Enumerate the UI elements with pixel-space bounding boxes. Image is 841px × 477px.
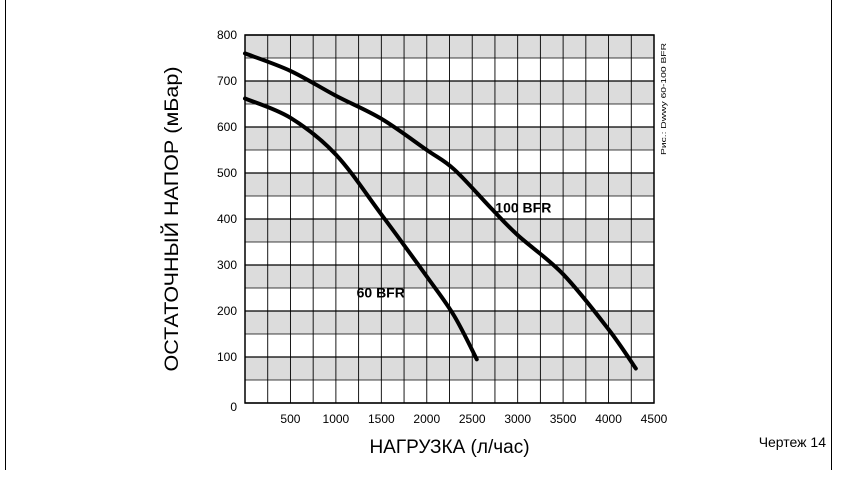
y-tick-label: 300 (217, 258, 237, 272)
figure-reference-note: Рис.: Dwwy 60-100 BFR (661, 43, 668, 155)
x-tick-label: 2000 (413, 412, 440, 426)
figure-frame (5, 0, 832, 470)
x-tick-label: 2500 (459, 412, 486, 426)
x-tick-label: 3000 (504, 412, 531, 426)
x-axis-title: НАГРУЗКА (л/час) (369, 437, 529, 458)
y-tick-label: 0 (230, 400, 237, 414)
x-tick-label: 500 (280, 412, 300, 426)
series-line-60-bfr (243, 96, 479, 362)
y-tick-label: 800 (217, 28, 237, 42)
x-tick-label: 1000 (323, 412, 350, 426)
y-tick-label: 700 (217, 74, 237, 88)
y-axis-title: ОСТАТОЧНЫЙ НАПОР (мБар) (161, 67, 183, 372)
tick-labels: 0 100 200 300 400 500 600 700 800 500 1000 1500 2000… (217, 28, 668, 426)
x-tick-label: 1500 (368, 412, 395, 426)
y-tick-label: 600 (217, 120, 237, 134)
x-tick-label: 4000 (595, 412, 622, 426)
plot-border (244, 34, 655, 404)
series-line-100-bfr (243, 51, 638, 371)
data-series (243, 51, 638, 371)
figure-caption: Чертеж 14 (759, 434, 827, 450)
series-label-60-bfr: 60 BFR (357, 285, 405, 301)
y-tick-label: 200 (217, 304, 237, 318)
x-tick-label: 4500 (641, 412, 668, 426)
y-tick-label: 400 (217, 212, 237, 226)
x-tick-label: 3500 (550, 412, 577, 426)
y-tick-label: 500 (217, 166, 237, 180)
y-tick-label: 100 (217, 350, 237, 364)
series-label-100-bfr: 100 BFR (495, 200, 551, 216)
